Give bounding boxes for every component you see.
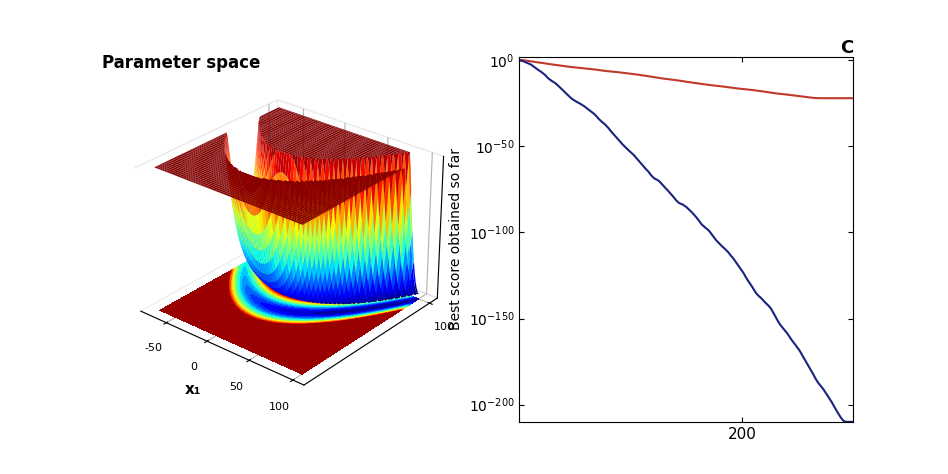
Text: C: C (840, 39, 853, 57)
Y-axis label: Best score obtained so far: Best score obtained so far (449, 148, 463, 330)
X-axis label: x₁: x₁ (185, 382, 201, 397)
Text: Parameter space: Parameter space (101, 55, 260, 73)
